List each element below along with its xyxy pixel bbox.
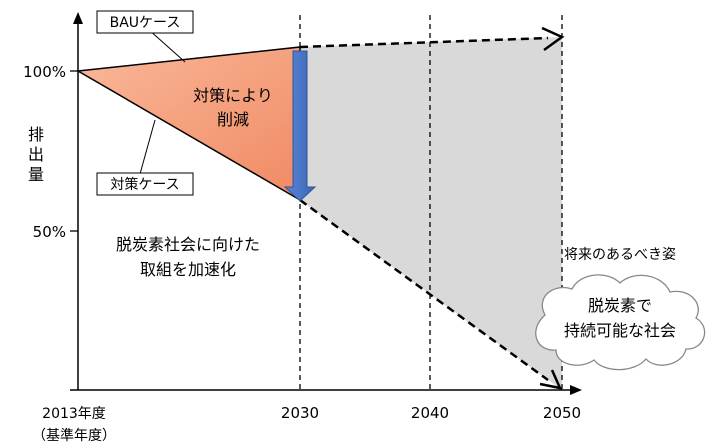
bau-callout-leader <box>147 28 186 63</box>
reduction-arrow <box>283 50 317 202</box>
x-base-year-note: （基準年度） <box>32 427 116 444</box>
acceleration-text-line2: 取組を加速化 <box>140 260 236 279</box>
bau-callout-box <box>96 10 194 34</box>
y-tick-label-50: 50% <box>33 223 66 241</box>
acceleration-text-line1: 脱炭素社会に向けた <box>116 235 260 254</box>
reduction-text-line2: 削減 <box>217 110 249 129</box>
y-axis-label-char-1: 排 <box>28 125 44 144</box>
bau-extension-line <box>299 36 549 49</box>
future-caption: 将来のあるべき姿 <box>564 247 676 263</box>
bau-extension-arrowhead <box>541 26 565 52</box>
cloud-text-line2: 持続可能な社会 <box>564 321 676 340</box>
y-tick-label-100: 100% <box>23 63 66 81</box>
policy-callout-label: 対策ケース <box>110 176 179 193</box>
x-axis-arrowhead <box>570 385 582 395</box>
future-area <box>300 37 562 390</box>
future-cloud <box>535 274 706 371</box>
x-tick-label-2030: 2030 <box>281 404 319 422</box>
cloud-text-line1: 脱炭素で <box>588 296 652 315</box>
y-axis-label-char-2: 出 <box>28 145 44 164</box>
bau-callout-label: BAUケース <box>110 15 181 31</box>
policy-callout-box <box>96 172 194 196</box>
y-axis-arrowhead <box>73 12 83 24</box>
x-tick-label-2050: 2050 <box>543 404 581 422</box>
x-tick-label-2013: 2013年度 <box>42 406 106 422</box>
reduction-text-line1: 対策により <box>193 86 273 105</box>
y-axis-label-char-3: 量 <box>28 165 44 184</box>
policy-callout-leader <box>139 119 156 175</box>
x-tick-label-2040: 2040 <box>411 404 449 422</box>
decarbonization-arrowhead <box>539 369 563 390</box>
